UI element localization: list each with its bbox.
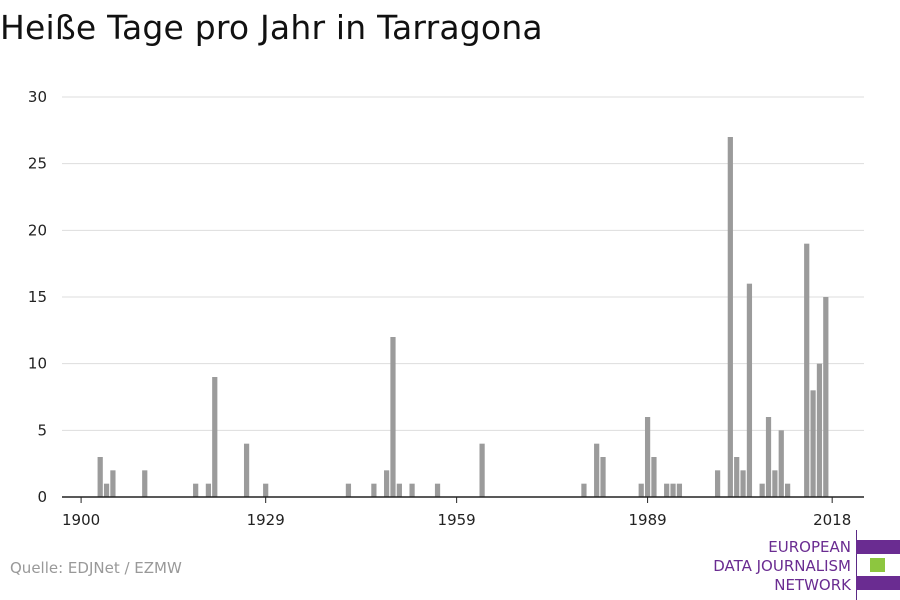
bar-1942 (345, 483, 352, 497)
bar-1948 (384, 470, 390, 497)
logo-text-data-journalism: DATA JOURNALISM (713, 557, 851, 575)
logo-bar-middle (870, 558, 885, 572)
bar-1992 (664, 483, 670, 497)
bar-1994 (676, 483, 683, 497)
bar-1946 (371, 483, 377, 497)
bar-2008 (765, 417, 772, 497)
bar-1949 (390, 337, 396, 497)
y-tick-label-5: 5 (37, 421, 47, 439)
axes (62, 496, 864, 503)
bar-1905 (110, 470, 116, 497)
bar-1926 (243, 443, 250, 497)
logo-bar-top (856, 540, 900, 554)
bar-2004 (740, 470, 746, 497)
logo-text-network: NETWORK (774, 576, 851, 594)
bar-1910 (142, 470, 148, 497)
bar-1956 (434, 483, 441, 497)
x-tick-label-1900: 1900 (62, 511, 100, 529)
gridlines (62, 96, 864, 431)
bar-1952 (409, 483, 415, 497)
logo-text-european: EUROPEAN (768, 538, 851, 556)
bar-1988 (638, 483, 644, 497)
bar-1921 (212, 377, 218, 497)
edjnet-logo: EUROPEAN DATA JOURNALISM NETWORK (700, 530, 900, 600)
y-tick-label-20: 20 (28, 221, 47, 239)
bar-2003 (734, 457, 740, 497)
y-tick-label-10: 10 (28, 355, 47, 373)
bar-2014 (804, 243, 810, 497)
source-note: Quelle: EDJNet / EZMW (10, 559, 182, 577)
x-tick-label-1929: 1929 (247, 511, 285, 529)
bar-1989 (644, 417, 651, 497)
bar-2017 (823, 297, 829, 497)
bar-1990 (651, 457, 657, 497)
bars (97, 137, 829, 497)
y-tick-label-25: 25 (28, 155, 47, 173)
bar-1920 (205, 483, 212, 497)
bar-1993 (670, 483, 676, 497)
bar-1950 (396, 483, 402, 497)
bar-1981 (594, 443, 600, 497)
bar-1979 (581, 483, 587, 497)
bar-2016 (816, 363, 823, 497)
bar-1929 (263, 483, 269, 497)
bar-2011 (785, 483, 791, 497)
logo-bar-bottom (856, 576, 900, 590)
bar-1918 (193, 483, 199, 497)
logo-divider (856, 530, 857, 600)
bar-2005 (746, 283, 753, 497)
y-tick-label-15: 15 (28, 288, 47, 306)
bar-2002 (727, 137, 733, 497)
y-tick-label-30: 30 (28, 88, 47, 106)
bar-2009 (772, 470, 778, 497)
x-tick-label-1959: 1959 (438, 511, 476, 529)
x-tick-label-2018: 2018 (813, 511, 851, 529)
y-tick-label-0: 0 (37, 488, 47, 506)
tick-labels: 0 5 10 15 20 25 30 1900 1929 1959 1989 2018 (28, 88, 851, 529)
bar-1963 (479, 443, 485, 497)
chart-title: Heiße Tage pro Jahr in Tarragona (0, 8, 543, 47)
bar-2000 (714, 470, 721, 497)
bar-1904 (103, 483, 110, 497)
bar-2015 (810, 390, 816, 497)
bar-1982 (600, 457, 606, 497)
bar-2007 (759, 483, 765, 497)
bar-2010 (778, 430, 784, 497)
bar-1903 (97, 457, 103, 497)
x-tick-label-1989: 1989 (628, 511, 666, 529)
